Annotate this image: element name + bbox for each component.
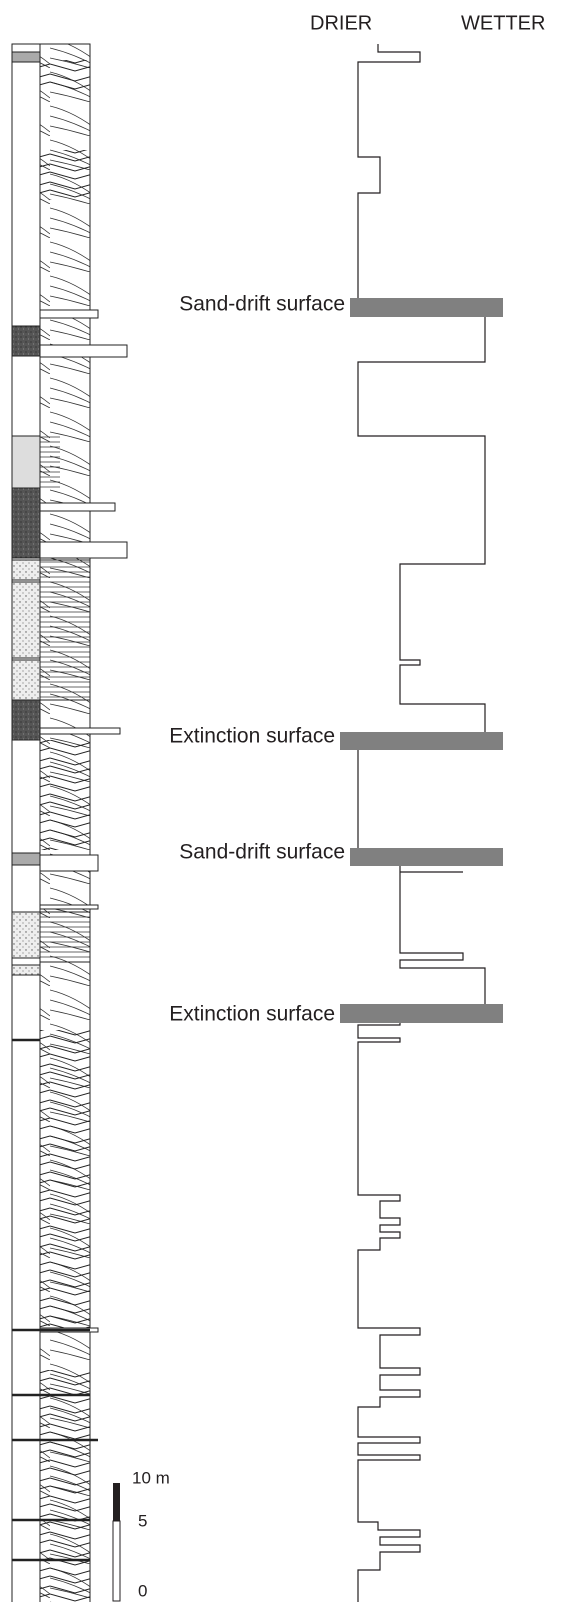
scale-bar: [113, 1521, 120, 1601]
scale-bar: [113, 1483, 120, 1521]
scale-label: 10 m: [132, 1468, 170, 1487]
scale-label: 0: [138, 1581, 147, 1600]
header-left: DRIER: [310, 12, 372, 34]
page: {"header": {"left": "DRIER", "right": "W…: [0, 0, 585, 1602]
surface-label: Extinction surface: [169, 1003, 335, 1026]
surface-bar: [350, 848, 503, 866]
surface-label: Sand-drift surface: [179, 841, 345, 864]
surface-label: Extinction surface: [169, 725, 335, 748]
header-right: WETTER: [461, 12, 545, 34]
diagram: DRIER WETTER: [0, 0, 585, 1602]
lithology-column: [12, 44, 127, 1602]
wetness-curve: [358, 44, 485, 1602]
surface-bar: [340, 732, 503, 750]
surface-bar: [350, 298, 503, 317]
surface-label: Sand-drift surface: [179, 293, 345, 316]
scale-label: 5: [138, 1511, 147, 1530]
surface-bar: [340, 1004, 503, 1023]
